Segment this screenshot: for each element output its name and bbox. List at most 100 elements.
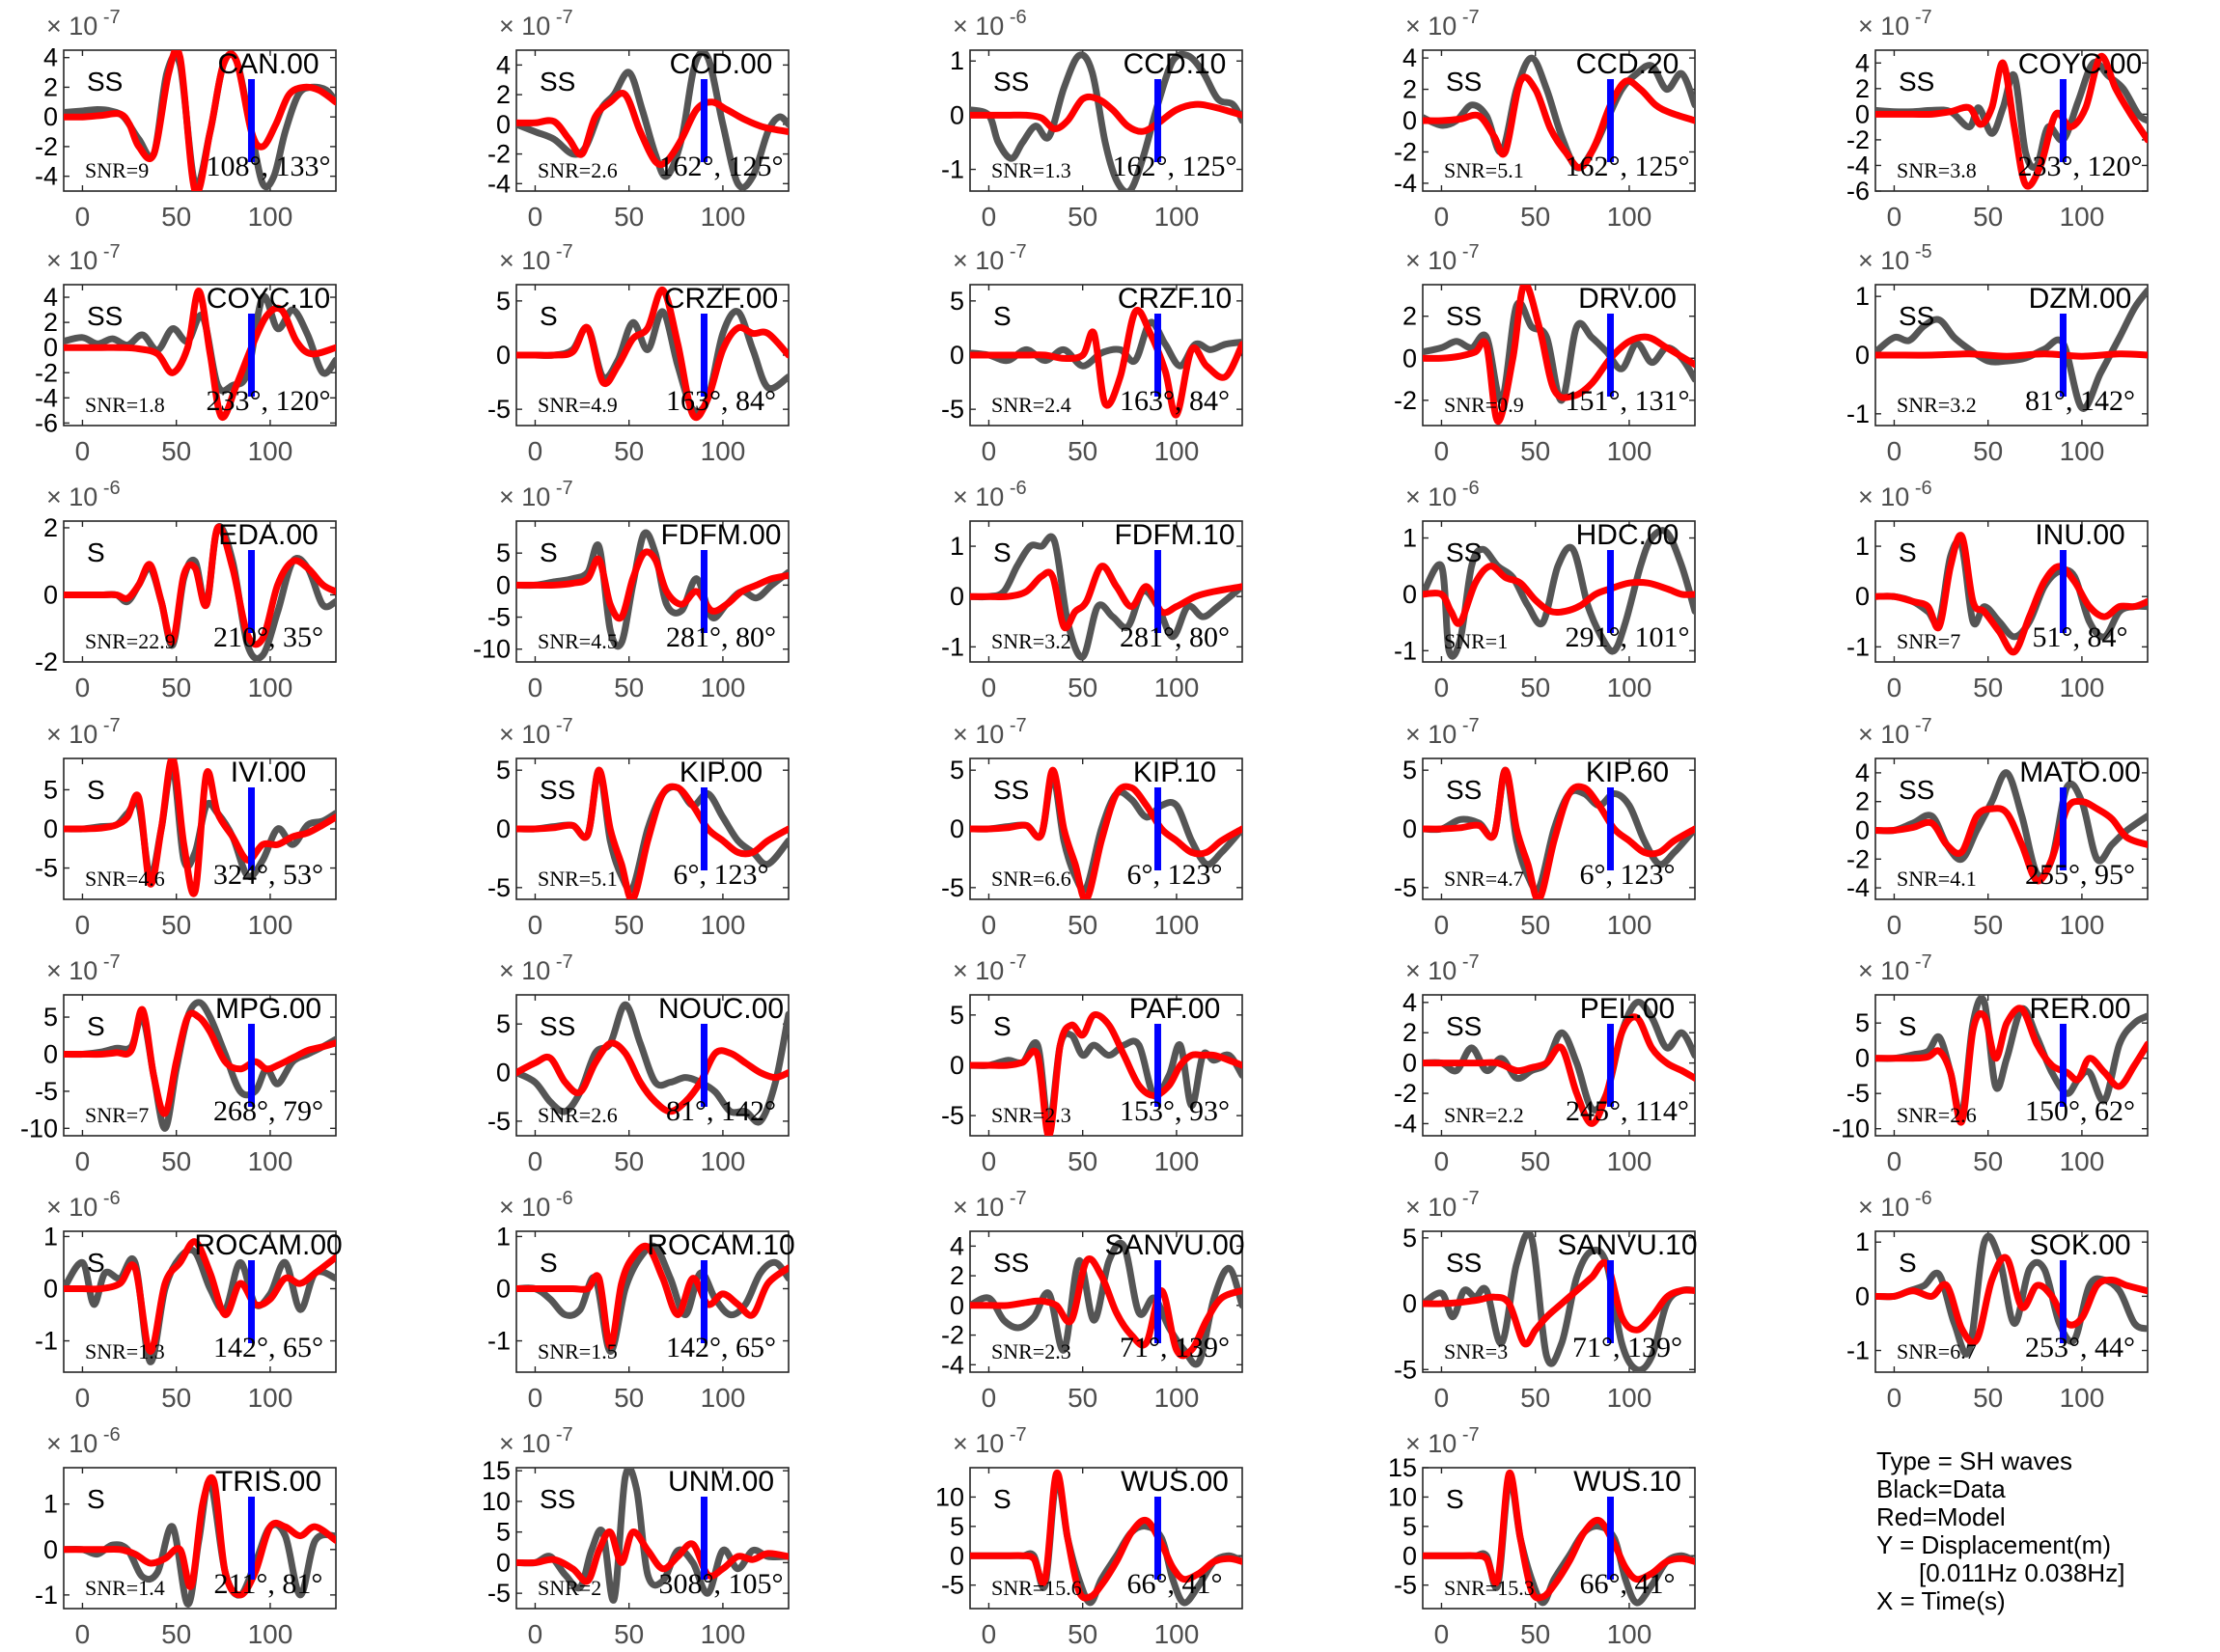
panel-fdfm-10: 1 0 -1 0 50 100 × 10 -6 S FDFM.10 SNR=3.2 281°, 80… [941, 478, 1243, 702]
data-trace [1875, 995, 2148, 1119]
data-trace [1423, 527, 1695, 660]
x-tick-label: 100 [248, 673, 293, 702]
angle-label: 210°, 35° [213, 621, 323, 653]
phase-label: S [540, 537, 558, 567]
y-tick-label: 5 [950, 1512, 964, 1541]
angle-label: 163°, 84° [666, 385, 776, 417]
angle-label: 162°, 125° [1566, 151, 1690, 182]
panel-frame [63, 994, 337, 1137]
snr-label: SNR=4.5 [538, 629, 618, 653]
y-tick-label: -1 [487, 1327, 511, 1356]
angle-label: 153°, 93° [1120, 1095, 1230, 1127]
y-tick-label: 5 [496, 287, 511, 316]
y-tick-label: -1 [35, 1327, 58, 1356]
station-label: WUS.10 [1573, 1466, 1681, 1498]
panel-frame [969, 1467, 1243, 1610]
y-exponent-label: × 10 -7 [1405, 951, 1480, 985]
snr-label: SNR=1.3 [991, 158, 1071, 182]
y-tick-label: 1 [1855, 282, 1870, 311]
y-tick-label: -4 [1846, 151, 1870, 179]
angle-label: 281°, 80° [666, 621, 776, 653]
y-tick-label: 0 [496, 1274, 511, 1303]
station-label: KIP.00 [680, 757, 763, 788]
y-tick-label: -2 [487, 140, 511, 169]
model-trace [516, 287, 789, 422]
model-trace [1423, 563, 1695, 627]
angle-label: 66°, 41° [1127, 1568, 1223, 1600]
x-tick-label: 100 [248, 910, 293, 940]
y-tick-label: 10 [1388, 1482, 1417, 1511]
snr-label: SNR=15.6 [991, 1576, 1082, 1600]
y-tick-label: 5 [43, 1003, 58, 1032]
x-tick-label: 100 [2060, 1146, 2105, 1176]
x-tick-label: 0 [528, 1619, 543, 1649]
x-tick-label: 0 [1434, 1619, 1450, 1649]
x-tick-label: 50 [1068, 1383, 1097, 1413]
y-exponent-label: × 10 -6 [46, 1424, 121, 1458]
model-trace [970, 1255, 1242, 1360]
y-tick-label: 4 [43, 283, 58, 312]
x-tick-label: 100 [248, 436, 293, 466]
angle-label: 6°, 123° [1580, 859, 1676, 891]
model-trace [64, 758, 336, 897]
station-label: KIP.10 [1133, 757, 1216, 788]
y-tick-label: 5 [1402, 1512, 1417, 1541]
x-tick-label: 0 [528, 1383, 543, 1413]
x-tick-label: 0 [982, 202, 997, 232]
snr-label: SNR=2.6 [1897, 1103, 1977, 1127]
x-tick-label: 100 [1607, 910, 1652, 940]
y-tick-label: 0 [1855, 582, 1870, 611]
y-exponent-label: × 10 -7 [1405, 1188, 1480, 1222]
x-tick-label: 50 [1520, 910, 1550, 940]
phase-label: S [1899, 537, 1917, 567]
x-tick-label: 50 [161, 436, 191, 466]
phase-label: SS [1446, 67, 1482, 96]
station-label: SANVU.00 [1104, 1229, 1244, 1261]
angle-label: 151°, 131° [1566, 385, 1690, 417]
y-tick-label: -10 [473, 635, 511, 664]
y-tick-label: 0 [1402, 1541, 1417, 1570]
x-tick-label: 50 [1973, 910, 2003, 940]
x-tick-label: 0 [982, 1146, 997, 1176]
phase-label: SS [87, 67, 123, 96]
angle-label: 324°, 53° [213, 859, 323, 891]
snr-label: SNR=9 [85, 158, 149, 182]
station-label: FDFM.00 [660, 519, 781, 551]
x-tick-label: 50 [1068, 1146, 1097, 1176]
y-tick-label: -5 [1394, 1571, 1417, 1600]
phase-label: SS [1899, 775, 1934, 805]
y-tick-label: -5 [487, 395, 511, 424]
x-tick-label: 50 [1973, 1146, 2003, 1176]
panel-eda-00: 2 0 -2 0 50 100 × 10 -6 S EDA.00 SNR=22.9 210°, 35… [35, 478, 337, 702]
angle-label: 150°, 62° [2025, 1095, 2135, 1127]
model-trace [64, 1473, 336, 1599]
panel-sok-00: 1 0 -1 0 50 100 × 10 -6 S SOK.00 SNR=6.7 253°, 44° [1846, 1188, 2149, 1413]
y-tick-label: 0 [43, 814, 58, 843]
x-tick-label: 50 [1068, 436, 1097, 466]
x-tick-label: 0 [1434, 436, 1450, 466]
model-trace [970, 1011, 1242, 1136]
station-label: RER.00 [2029, 993, 2130, 1025]
x-tick-label: 100 [1154, 673, 1200, 702]
station-label: KIP.60 [1586, 757, 1669, 788]
y-tick-label: 0 [950, 1541, 964, 1570]
y-tick-label: -5 [941, 1571, 964, 1600]
y-tick-label: 0 [43, 580, 58, 609]
y-tick-label: 2 [496, 80, 511, 109]
snr-label: SNR=2.4 [991, 393, 1071, 417]
station-label: CCD.00 [670, 48, 773, 80]
phase-label: SS [1446, 301, 1482, 331]
angle-label: 162°, 125° [659, 151, 784, 182]
angle-label: 66°, 41° [1580, 1568, 1676, 1600]
model-trace [1423, 285, 1695, 426]
angle-label: 268°, 79° [213, 1095, 323, 1127]
y-tick-label: 5 [1855, 1008, 1870, 1037]
x-tick-label: 100 [701, 1146, 746, 1176]
y-tick-label: -2 [1394, 137, 1417, 166]
data-trace [516, 1001, 789, 1126]
